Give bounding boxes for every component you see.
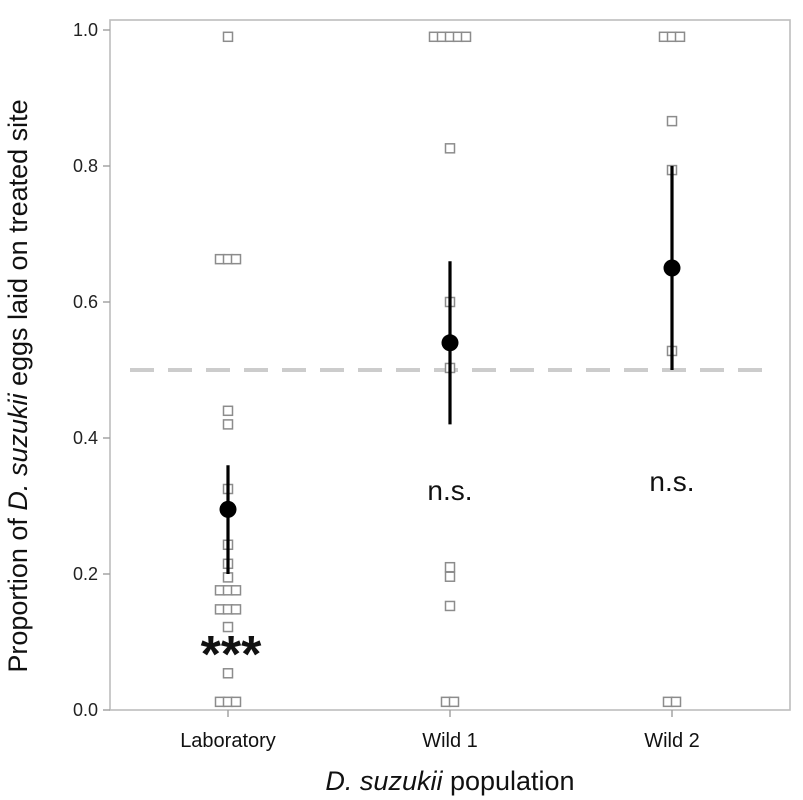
y-tick-label: 0.4 bbox=[73, 428, 98, 448]
y-tick-label: 0.0 bbox=[73, 700, 98, 720]
data-point bbox=[444, 571, 456, 582]
x-tick-label: Wild 2 bbox=[644, 730, 700, 752]
x-axis-label-species: D. suzukii bbox=[325, 766, 443, 796]
data-point bbox=[230, 604, 242, 615]
data-point bbox=[230, 696, 242, 708]
data-point bbox=[230, 253, 242, 265]
y-axis-label-species: D. suzukii bbox=[3, 393, 33, 511]
mean-point bbox=[219, 500, 237, 518]
significance-label: *** bbox=[201, 626, 262, 684]
data-point bbox=[230, 585, 242, 596]
data-point bbox=[222, 405, 234, 417]
data-point bbox=[222, 572, 234, 583]
y-tick-label: 0.8 bbox=[73, 156, 98, 176]
mean-point bbox=[663, 259, 681, 277]
data-point bbox=[460, 31, 472, 43]
y-axis-label-prefix: Proportion of bbox=[3, 511, 33, 673]
y-axis-label: Proportion of D. suzukii eggs laid on tr… bbox=[3, 99, 33, 672]
data-point bbox=[222, 419, 234, 430]
data-point bbox=[222, 621, 234, 633]
data-point bbox=[444, 561, 456, 573]
data-point bbox=[444, 143, 456, 154]
data-point bbox=[670, 696, 682, 708]
data-point bbox=[666, 115, 678, 127]
y-tick-label: 0.2 bbox=[73, 564, 98, 584]
data-point bbox=[222, 31, 234, 43]
data-point bbox=[674, 31, 686, 43]
y-axis-label-suffix: eggs laid on treated site bbox=[3, 99, 33, 393]
x-axis-label-suffix: population bbox=[442, 766, 574, 796]
x-tick-label: Wild 1 bbox=[422, 730, 478, 752]
data-point bbox=[444, 600, 456, 612]
data-point bbox=[222, 668, 234, 679]
data-point bbox=[448, 696, 460, 708]
mean-point bbox=[441, 334, 459, 352]
significance-label: n.s. bbox=[649, 466, 694, 497]
significance-label: n.s. bbox=[427, 475, 472, 506]
x-tick-label: Laboratory bbox=[180, 730, 276, 752]
x-axis-label: D. suzukii population bbox=[325, 766, 574, 796]
y-tick-label: 1.0 bbox=[73, 20, 98, 40]
y-tick-label: 0.6 bbox=[73, 292, 98, 312]
